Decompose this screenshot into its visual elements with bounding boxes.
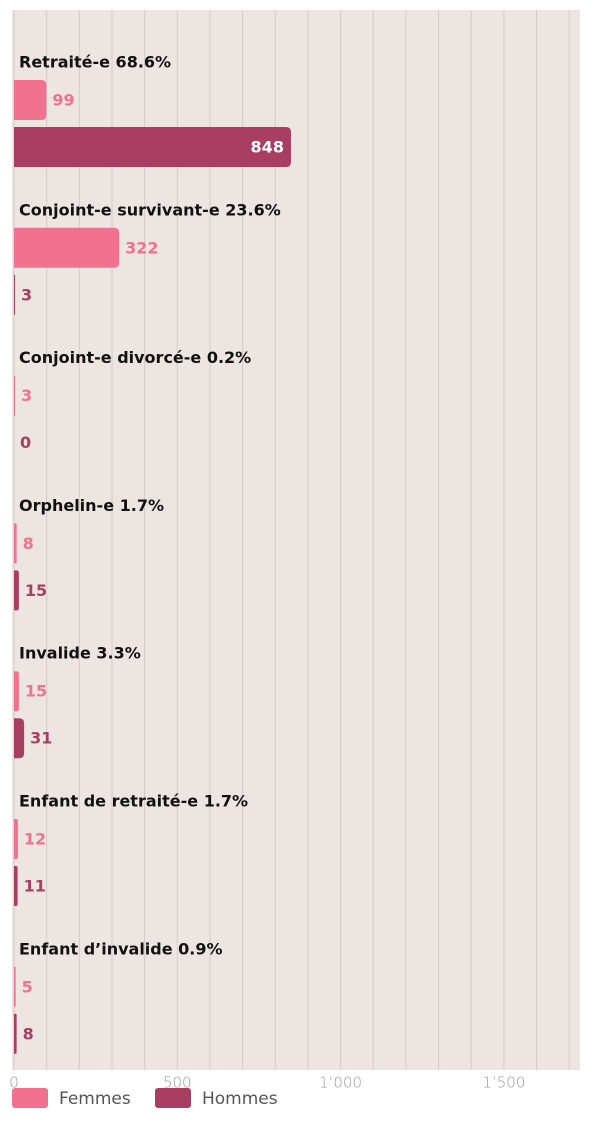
bar [14,1013,17,1054]
legend-swatch [12,1088,48,1108]
value-label: 0 [20,433,31,452]
category-label: Conjoint-e divorcé-e 0.2% [19,348,251,367]
x-tick-label: 0 [9,1074,19,1092]
category-label: Retraité-e 68.6% [19,53,171,72]
category-label: Conjoint-e survivant-e 23.6% [19,200,281,219]
bar [14,718,25,759]
legend-swatch [155,1088,191,1108]
bar [14,127,291,167]
value-label: 31 [30,729,52,748]
category-label: Enfant de retraité-e 1.7% [19,792,248,811]
value-label: 8 [23,534,34,553]
category-label: Enfant d’invalide 0.9% [19,939,223,958]
value-label: 322 [125,238,158,257]
value-label: 12 [24,830,46,849]
bar [14,671,19,712]
bar [14,375,15,416]
bar [14,523,17,564]
x-tick-label: 1’000 [319,1074,362,1092]
category-label: Orphelin-e 1.7% [19,496,164,515]
legend-label: Hommes [202,1089,278,1109]
value-label: 848 [251,138,284,157]
value-label: 15 [25,581,47,600]
value-label: 11 [24,877,46,896]
bar [14,966,16,1007]
x-tick-label: 1’500 [482,1074,525,1092]
bar [14,227,120,268]
value-label: 3 [21,285,32,304]
bar [14,80,47,120]
value-label: 5 [22,977,33,996]
legend-label: Femmes [59,1089,131,1109]
value-label: 99 [52,91,74,110]
category-label: Invalide 3.3% [19,644,141,663]
plot-background [12,10,580,1070]
bar [14,570,19,611]
value-label: 3 [21,386,32,405]
bar [14,866,18,906]
value-label: 15 [25,682,47,701]
x-tick-label: 500 [163,1074,192,1092]
bar [14,819,18,859]
bar [14,274,15,315]
value-label: 8 [23,1024,34,1043]
